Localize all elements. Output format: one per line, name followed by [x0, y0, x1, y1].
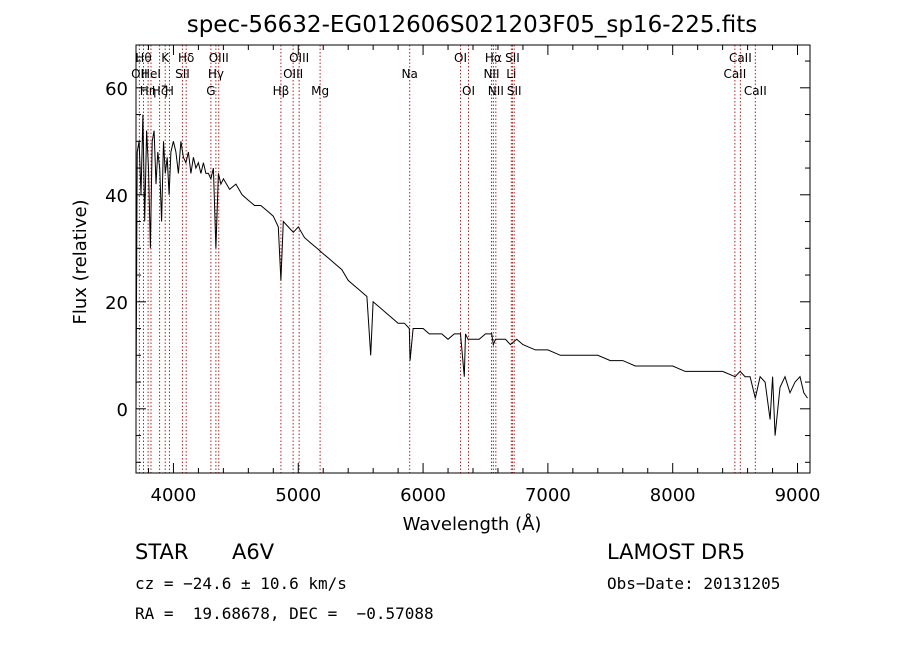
spectral-subclass: A6V	[232, 540, 275, 564]
x-tick-label: 5000	[275, 485, 321, 506]
observation-date: Obs−Date: 20131205	[607, 574, 781, 593]
x-tick-label: 4000	[151, 485, 197, 506]
emission-line-label: OIII	[289, 51, 309, 65]
emission-line-label: Hζ	[152, 84, 168, 98]
emission-line-label: OIII	[283, 67, 303, 81]
x-tick-label: 9000	[775, 485, 821, 506]
emission-line-label: OI	[462, 84, 475, 98]
emission-line-label: H	[165, 84, 174, 98]
emission-line-label: Hδ	[178, 51, 194, 65]
y-axis-label: Flux (relative)	[70, 199, 91, 324]
emission-line-label: Li	[506, 67, 516, 81]
emission-line-markers	[138, 45, 756, 473]
emission-line-label: OIII	[209, 51, 229, 65]
emission-line-label: Mg	[311, 84, 329, 98]
emission-line-label: Hθ	[135, 51, 151, 65]
x-axis-label: Wavelength (Å)	[403, 513, 542, 535]
x-axis-ticks: 4000 5000 6000 7000 8000 9000	[147, 45, 821, 506]
emission-line-label: SII	[507, 84, 522, 98]
x-tick-label: 6000	[400, 485, 446, 506]
redshift-velocity: cz = −24.6 ± 10.6 km/s	[135, 574, 347, 593]
plot-frame	[135, 44, 811, 474]
emission-line-label: CaII	[723, 67, 746, 81]
object-type: STAR	[135, 540, 189, 564]
y-tick-label: 60	[105, 79, 128, 100]
emission-line-label: Hβ	[273, 84, 290, 98]
emission-line-label: CaII	[729, 51, 752, 65]
emission-line-label: OI	[454, 51, 467, 65]
emission-line-label: Na	[402, 67, 418, 81]
emission-line-label: Hα	[485, 51, 502, 65]
emission-line-label: G	[206, 84, 215, 98]
emission-line-label: SII	[175, 67, 190, 81]
emission-line-labels: OIIHθHηHeIHζKHSIIHδGHγOIIIHβOIIIOIIIMgNa…	[131, 51, 767, 98]
x-tick-label: 8000	[650, 485, 696, 506]
x-tick-label: 7000	[525, 485, 571, 506]
emission-line-label: Hγ	[208, 67, 224, 81]
y-tick-label: 0	[117, 400, 128, 421]
emission-line-label: NII	[483, 67, 499, 81]
y-tick-label: 40	[105, 186, 128, 207]
emission-line-label: HeI	[141, 67, 161, 81]
emission-line-label: CaII	[744, 84, 767, 98]
spectrum-line	[135, 114, 808, 436]
y-tick-label: 20	[105, 293, 128, 314]
emission-line-label: NII	[488, 84, 504, 98]
coordinates: RA = 19.68678, DEC = −0.57088	[135, 604, 434, 623]
emission-line-label: K	[161, 51, 170, 65]
chart-title: spec-56632-EG012606S021203F05_sp16-225.f…	[187, 12, 758, 38]
survey-name: LAMOST DR5	[607, 540, 746, 564]
emission-line-label: SII	[505, 51, 520, 65]
emission-line-label: OII	[131, 67, 148, 81]
y-axis-ticks: 0 20 40 60	[105, 60, 810, 463]
